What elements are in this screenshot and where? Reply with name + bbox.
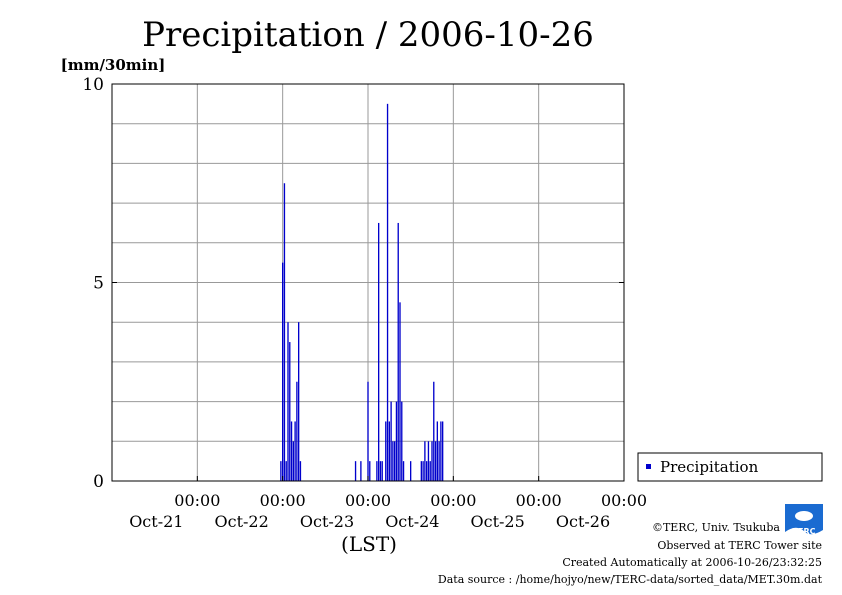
- y-tick-label: 0: [93, 472, 104, 492]
- logo-wave-icon: [795, 511, 813, 521]
- precipitation-bar: [296, 381, 298, 481]
- precipitation-bar: [442, 421, 444, 481]
- precipitation-bar: [289, 342, 291, 481]
- legend-box: [637, 452, 823, 482]
- x-tick-time-label: 00:00: [430, 491, 476, 510]
- precipitation-bar: [392, 441, 394, 481]
- precipitation-bar: [424, 441, 426, 481]
- precipitation-bar: [290, 421, 293, 481]
- logo-text: TERC: [793, 527, 816, 536]
- x-tick-time-label: 00:00: [345, 491, 391, 510]
- y-axis-label: [mm/30min]: [61, 56, 166, 74]
- precipitation-bar: [299, 461, 302, 481]
- precipitation-bar: [376, 461, 378, 481]
- precipitation-bar: [394, 441, 396, 481]
- x-tick-date-label: Oct-22: [215, 512, 269, 531]
- precipitation-bar: [426, 461, 428, 481]
- x-tick-time-label: 00:00: [174, 491, 220, 510]
- x-tick-time-label: 00:00: [601, 491, 647, 510]
- precipitation-bar: [402, 461, 405, 481]
- precipitation-bar: [379, 461, 382, 481]
- precipitation-bar: [436, 421, 438, 481]
- precipitation-bar: [431, 441, 433, 481]
- precipitation-bar: [360, 461, 362, 481]
- precipitation-bar: [285, 461, 287, 481]
- legend-label: Precipitation: [660, 458, 759, 476]
- precipitation-bar: [385, 421, 387, 481]
- footer-source: Data source : /home/hojyo/new/TERC-data/…: [437, 573, 822, 586]
- x-axis: 00:00 Oct-21 00:00 Oct-22 00:00 Oct-23 00:00 Oc…: [129, 476, 647, 531]
- precipitation-bar: [369, 461, 371, 481]
- precipitation-bar: [429, 461, 431, 481]
- x-tick-date-label: Oct-21: [129, 512, 183, 531]
- precipitation-bar: [427, 441, 430, 481]
- footer-observed: Observed at TERC Tower site: [657, 539, 822, 552]
- precipitation-bar: [367, 381, 369, 481]
- precipitation-bar: [440, 421, 442, 481]
- x-tick-time-label: 00:00: [260, 491, 306, 510]
- precipitation-bar: [354, 461, 357, 481]
- precipitation-bar: [397, 222, 399, 481]
- legend-swatch: [646, 464, 651, 469]
- x-tick-time-label: 00:00: [516, 491, 562, 510]
- precipitation-bar: [399, 302, 401, 481]
- precipitation-bar: [280, 461, 282, 481]
- legend: Precipitation: [637, 452, 823, 482]
- precipitation-bar: [422, 461, 424, 481]
- terc-logo: TERC: [785, 504, 823, 536]
- precipitation-bar: [294, 421, 296, 481]
- precipitation-bar: [378, 222, 380, 481]
- y-tick-label: 10: [82, 75, 104, 95]
- precipitation-bar: [388, 421, 390, 481]
- footer-created: Created Automatically at 2006-10-26/23:3…: [562, 556, 822, 569]
- precipitation-bar: [433, 381, 435, 481]
- precipitation-bar: [282, 262, 284, 481]
- precipitation-bar: [410, 461, 412, 481]
- x-tick-date-label: Oct-25: [471, 512, 525, 531]
- precipitation-bar: [401, 401, 403, 481]
- x-axis-label: (LST): [341, 532, 397, 556]
- precipitation-bar: [420, 461, 422, 481]
- precipitation-bar: [395, 401, 398, 481]
- y-axis: 0 5 10: [82, 75, 624, 492]
- precipitation-bar: [438, 441, 440, 481]
- x-tick-date-label: Oct-26: [556, 512, 610, 531]
- precipitation-bar: [434, 441, 437, 481]
- y-tick-label: 5: [93, 274, 104, 294]
- bar-series-precipitation: [280, 103, 444, 481]
- chart-title: Precipitation / 2006-10-26: [142, 15, 594, 55]
- x-tick-date-label: Oct-24: [385, 512, 439, 531]
- precipitation-bar: [287, 322, 289, 481]
- precipitation-bar: [292, 441, 294, 481]
- precipitation-bar: [381, 461, 383, 481]
- precipitation-bar: [298, 322, 300, 481]
- precipitation-bar: [386, 103, 389, 481]
- x-tick-date-label: Oct-23: [300, 512, 354, 531]
- precipitation-bar: [390, 401, 392, 481]
- precipitation-bar: [283, 183, 286, 481]
- footer-copyright: ©TERC, Univ. Tsukuba: [651, 521, 780, 534]
